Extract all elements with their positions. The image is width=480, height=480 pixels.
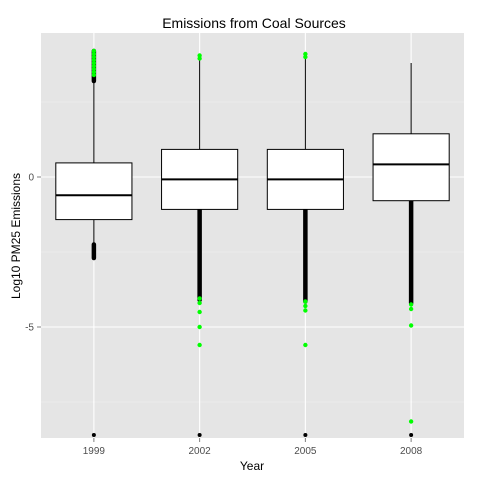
highlight-point: [197, 296, 202, 301]
x-tick-label: 2005: [294, 446, 317, 457]
highlight-point: [197, 324, 202, 330]
x-axis-label: Year: [240, 459, 264, 473]
highlight-point: [303, 342, 308, 348]
outlier-point: [197, 433, 202, 437]
highlight-points-2005: [303, 51, 308, 348]
highlight-point: [197, 342, 202, 348]
highlight-points-1999: [91, 48, 97, 78]
box-2005: [266, 54, 344, 437]
highlight-point: [197, 300, 202, 306]
highlight-point: [408, 306, 414, 312]
highlight-point: [197, 56, 202, 61]
highlight-point: [303, 308, 308, 313]
highlight-points-2008: [408, 302, 414, 424]
highlight-point: [303, 303, 308, 309]
y-axis-label: Log10 PM25 Emissions: [9, 173, 23, 299]
highlight-point: [408, 419, 414, 424]
outlier-point: [91, 433, 96, 437]
plot-panel: [41, 33, 464, 438]
x-tick-label: 2002: [189, 446, 212, 457]
highlight-point: [197, 309, 202, 315]
x-tick-label: 1999: [83, 446, 106, 457]
x-axis-ticks: 1999 2002 2005 2008: [83, 438, 423, 457]
highlight-point: [303, 299, 308, 304]
outlier-point: [303, 433, 308, 437]
x-tick-label: 2008: [400, 446, 423, 457]
highlight-points-2002: [197, 53, 202, 348]
y-tick-label: -5: [25, 323, 34, 334]
box-body: [55, 162, 133, 221]
box-2002: [161, 55, 239, 437]
y-tick-label: 0: [28, 173, 34, 184]
chart-title: Emissions from Coal Sources: [162, 15, 346, 31]
highlight-point: [91, 72, 97, 78]
box-2008: [372, 63, 450, 437]
highlight-point: [303, 54, 308, 60]
box-body: [372, 133, 450, 202]
highlight-point: [408, 323, 414, 328]
y-axis-ticks: -5 0: [25, 173, 41, 334]
box-series: [55, 48, 450, 437]
outlier-point: [409, 433, 414, 437]
highlight-point: [408, 302, 414, 307]
